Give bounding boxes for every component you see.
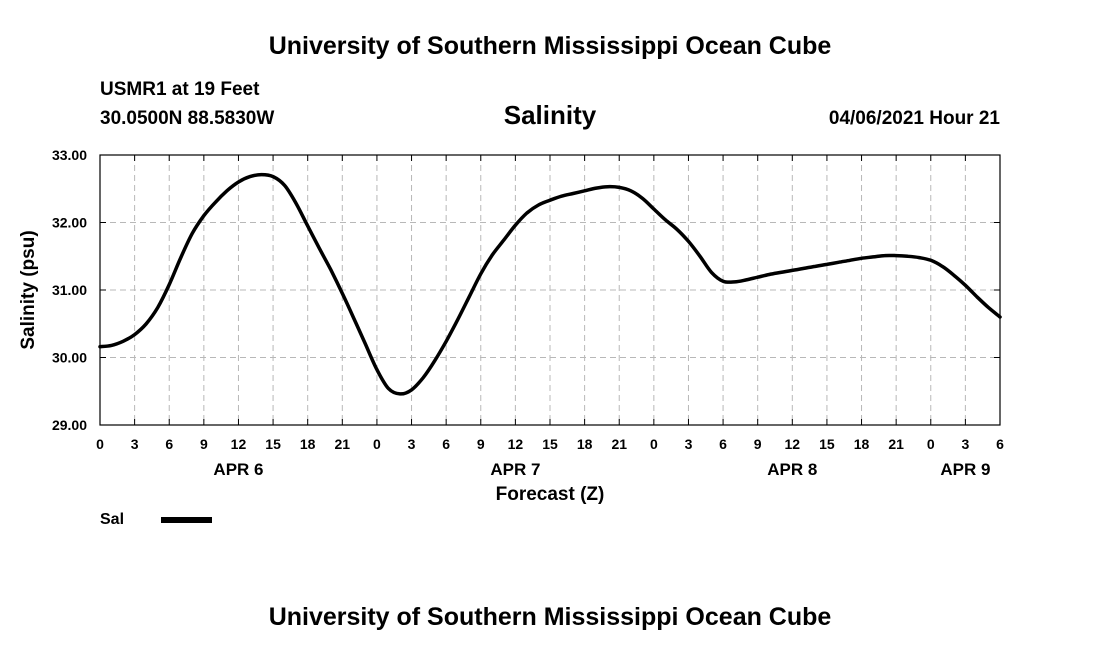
y-tick-label: 33.00: [52, 147, 87, 163]
x-tick-label: 3: [408, 436, 416, 452]
x-tick-label: 3: [961, 436, 969, 452]
x-tick-label: 18: [577, 436, 593, 452]
y-axis-title: Salinity (psu): [18, 230, 39, 349]
x-tick-label: 0: [927, 436, 935, 452]
x-tick-label: 21: [611, 436, 627, 452]
x-tick-label: 6: [719, 436, 727, 452]
date-label: APR 7: [490, 460, 540, 479]
y-tick-label: 30.00: [52, 350, 87, 366]
x-tick-label: 12: [508, 436, 524, 452]
x-tick-label: 15: [819, 436, 835, 452]
x-tick-label: 15: [265, 436, 281, 452]
x-tick-label: 6: [165, 436, 173, 452]
x-tick-label: 12: [785, 436, 801, 452]
x-tick-label: 9: [200, 436, 208, 452]
x-tick-label: 0: [373, 436, 381, 452]
series-line-sal: [98, 172, 1002, 396]
x-tick-label: 0: [650, 436, 658, 452]
x-tick-label: 9: [754, 436, 762, 452]
x-tick-label: 6: [996, 436, 1004, 452]
date-label: APR 8: [767, 460, 817, 479]
x-tick-label: 18: [854, 436, 870, 452]
x-tick-label: 0: [96, 436, 104, 452]
x-tick-label: 21: [888, 436, 904, 452]
chart-gridlines: [100, 155, 1000, 425]
x-tick-label: 3: [685, 436, 693, 452]
legend-label: Sal: [100, 511, 124, 528]
date-labels: APR 6 APR 7 APR 8 APR 9: [213, 460, 990, 479]
x-tick-label: 12: [231, 436, 247, 452]
footer-title: University of Southern Mississippi Ocean…: [269, 603, 832, 631]
date-label: APR 9: [940, 460, 990, 479]
chart-title: Salinity: [504, 100, 597, 130]
x-tick-labels: 0 3 6 9 12 15 18 21 0 3 6 9 12 15 18 21 0 3 6 9 12 15 18 21 0 3 6: [96, 436, 1004, 452]
location-label: 30.0500N 88.5830W: [100, 108, 274, 129]
y-tick-labels: 29.00 30.00 31.00 32.00 33.00: [52, 147, 87, 433]
x-tick-label: 3: [131, 436, 139, 452]
axis-ticks: [99, 154, 1001, 426]
date-label: APR 6: [213, 460, 263, 479]
y-tick-label: 32.00: [52, 215, 87, 231]
x-axis-title: Forecast (Z): [496, 484, 605, 505]
x-tick-label: 21: [335, 436, 351, 452]
page-title: University of Southern Mississippi Ocean…: [269, 32, 832, 60]
station-label: USMR1 at 19 Feet: [100, 79, 260, 100]
x-tick-label: 18: [300, 436, 316, 452]
x-tick-label: 9: [477, 436, 485, 452]
x-tick-label: 6: [442, 436, 450, 452]
x-tick-label: 15: [542, 436, 558, 452]
y-tick-label: 31.00: [52, 282, 87, 298]
y-tick-label: 29.00: [52, 417, 87, 433]
timestamp-label: 04/06/2021 Hour 21: [829, 108, 1001, 129]
